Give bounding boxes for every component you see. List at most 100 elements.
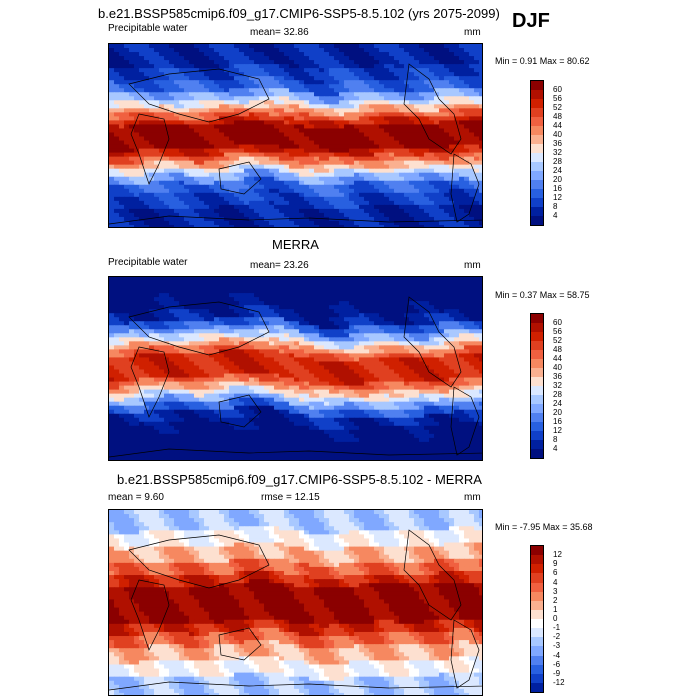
- colorbar-tick-label: 20: [553, 408, 562, 417]
- colorbar-tick-label: 4: [553, 577, 558, 587]
- colorbar-swatch: [531, 600, 543, 610]
- colorbar-swatch: [531, 135, 543, 144]
- colorbar-swatch: [531, 350, 543, 359]
- colorbar-tick-label: 60: [553, 318, 562, 327]
- panel3-map: [108, 509, 483, 696]
- panel2-minmax: Min = 0.37 Max = 58.75: [495, 290, 590, 300]
- colorbar-tick-label: 40: [553, 363, 562, 372]
- panel1-mean: mean= 32.86: [250, 27, 309, 38]
- colorbar-swatch: [531, 99, 543, 108]
- panel3-rmse: rmse = 12.15: [261, 492, 320, 503]
- colorbar-tick-label: 16: [553, 184, 562, 193]
- colorbar-swatch: [531, 171, 543, 180]
- colorbar-tick-label: 6: [553, 568, 558, 578]
- panel2-field: [109, 277, 482, 460]
- colorbar-tick-label: 48: [553, 112, 562, 121]
- colorbar-swatch: [531, 582, 543, 592]
- colorbar-swatch: [531, 449, 543, 458]
- colorbar-tick-label: -2: [553, 632, 561, 642]
- colorbar-swatch: [531, 386, 543, 395]
- colorbar-tick-label: -9: [553, 668, 561, 678]
- colorbar-swatch: [531, 664, 543, 674]
- colorbar-swatch: [531, 153, 543, 162]
- colorbar-swatch: [531, 628, 543, 638]
- colorbar-tick-label: 36: [553, 372, 562, 381]
- panel1-units: mm: [464, 27, 481, 38]
- colorbar-swatch: [531, 332, 543, 341]
- colorbar-tick-label: 56: [553, 94, 562, 103]
- panel1-field: [109, 44, 482, 227]
- colorbar-tick-label: 9: [553, 559, 558, 569]
- colorbar-tick-label: 1: [553, 604, 558, 614]
- panel2-variable: Precipitable water: [108, 257, 188, 268]
- panel1-variable: Precipitable water: [108, 23, 188, 34]
- colorbar-tick-label: 44: [553, 121, 562, 130]
- colorbar-swatch: [531, 198, 543, 207]
- colorbar-swatch: [531, 637, 543, 647]
- colorbar-tick-label: 40: [553, 130, 562, 139]
- colorbar-swatch: [531, 90, 543, 99]
- colorbar-tick-label: 32: [553, 148, 562, 157]
- colorbar-tick-label: 56: [553, 327, 562, 336]
- colorbar-swatch: [531, 609, 543, 619]
- panel2-map: [108, 276, 483, 461]
- colorbar-swatch: [531, 341, 543, 350]
- panel1-minmax: Min = 0.91 Max = 80.62: [495, 56, 590, 66]
- colorbar-swatch: [531, 323, 543, 332]
- colorbar-swatch: [531, 555, 543, 565]
- colorbar-tick-label: -3: [553, 641, 561, 651]
- colorbar-swatch: [531, 404, 543, 413]
- colorbar-tick-label: 28: [553, 157, 562, 166]
- colorbar-swatch: [531, 216, 543, 225]
- colorbar-swatch: [531, 108, 543, 117]
- colorbar-tick-label: 12: [553, 426, 562, 435]
- colorbar-tick-label: 24: [553, 399, 562, 408]
- panel3-minmax: Min = -7.95 Max = 35.68: [495, 522, 593, 532]
- panel3-colorbar: [530, 545, 544, 693]
- colorbar-tick-label: 28: [553, 390, 562, 399]
- panel2-colorbar: [530, 313, 544, 459]
- colorbar-swatch: [531, 189, 543, 198]
- colorbar-tick-label: 20: [553, 175, 562, 184]
- panel3-mean: mean = 9.60: [108, 492, 164, 503]
- colorbar-swatch: [531, 422, 543, 431]
- panel3-field: [109, 510, 482, 695]
- colorbar-swatch: [531, 117, 543, 126]
- panel2-mean: mean= 23.26: [250, 260, 309, 271]
- colorbar-tick-label: -4: [553, 650, 561, 660]
- season-label: DJF: [512, 10, 550, 32]
- colorbar-tick-label: 8: [553, 202, 558, 211]
- colorbar-swatch: [531, 673, 543, 683]
- colorbar-tick-label: 36: [553, 139, 562, 148]
- colorbar-tick-label: 3: [553, 586, 558, 596]
- colorbar-swatch: [531, 81, 543, 90]
- colorbar-swatch: [531, 162, 543, 171]
- colorbar-tick-label: 52: [553, 103, 562, 112]
- panel3-title: b.e21.BSSP585cmip6.f09_g17.CMIP6-SSP5-8.…: [117, 472, 482, 487]
- colorbar-swatch: [531, 359, 543, 368]
- colorbar-tick-label: 4: [553, 211, 558, 220]
- panel3-units: mm: [464, 492, 481, 503]
- colorbar-swatch: [531, 314, 543, 323]
- colorbar-swatch: [531, 144, 543, 153]
- colorbar-tick-label: 32: [553, 381, 562, 390]
- colorbar-tick-label: 48: [553, 345, 562, 354]
- panel2-units: mm: [464, 260, 481, 271]
- colorbar-tick-label: 4: [553, 444, 558, 453]
- panel2-title: MERRA: [272, 237, 319, 252]
- colorbar-swatch: [531, 619, 543, 629]
- colorbar-tick-label: 24: [553, 166, 562, 175]
- colorbar-swatch: [531, 440, 543, 449]
- colorbar-tick-label: 0: [553, 614, 558, 623]
- colorbar-tick-label: 2: [553, 595, 558, 605]
- colorbar-swatch: [531, 377, 543, 386]
- colorbar-swatch: [531, 413, 543, 422]
- colorbar-tick-label: 12: [553, 550, 562, 560]
- colorbar-swatch: [531, 591, 543, 601]
- panel1-map: [108, 43, 483, 228]
- colorbar-swatch: [531, 180, 543, 189]
- colorbar-swatch: [531, 646, 543, 656]
- colorbar-tick-label: 52: [553, 336, 562, 345]
- colorbar-swatch: [531, 682, 543, 692]
- colorbar-swatch: [531, 573, 543, 583]
